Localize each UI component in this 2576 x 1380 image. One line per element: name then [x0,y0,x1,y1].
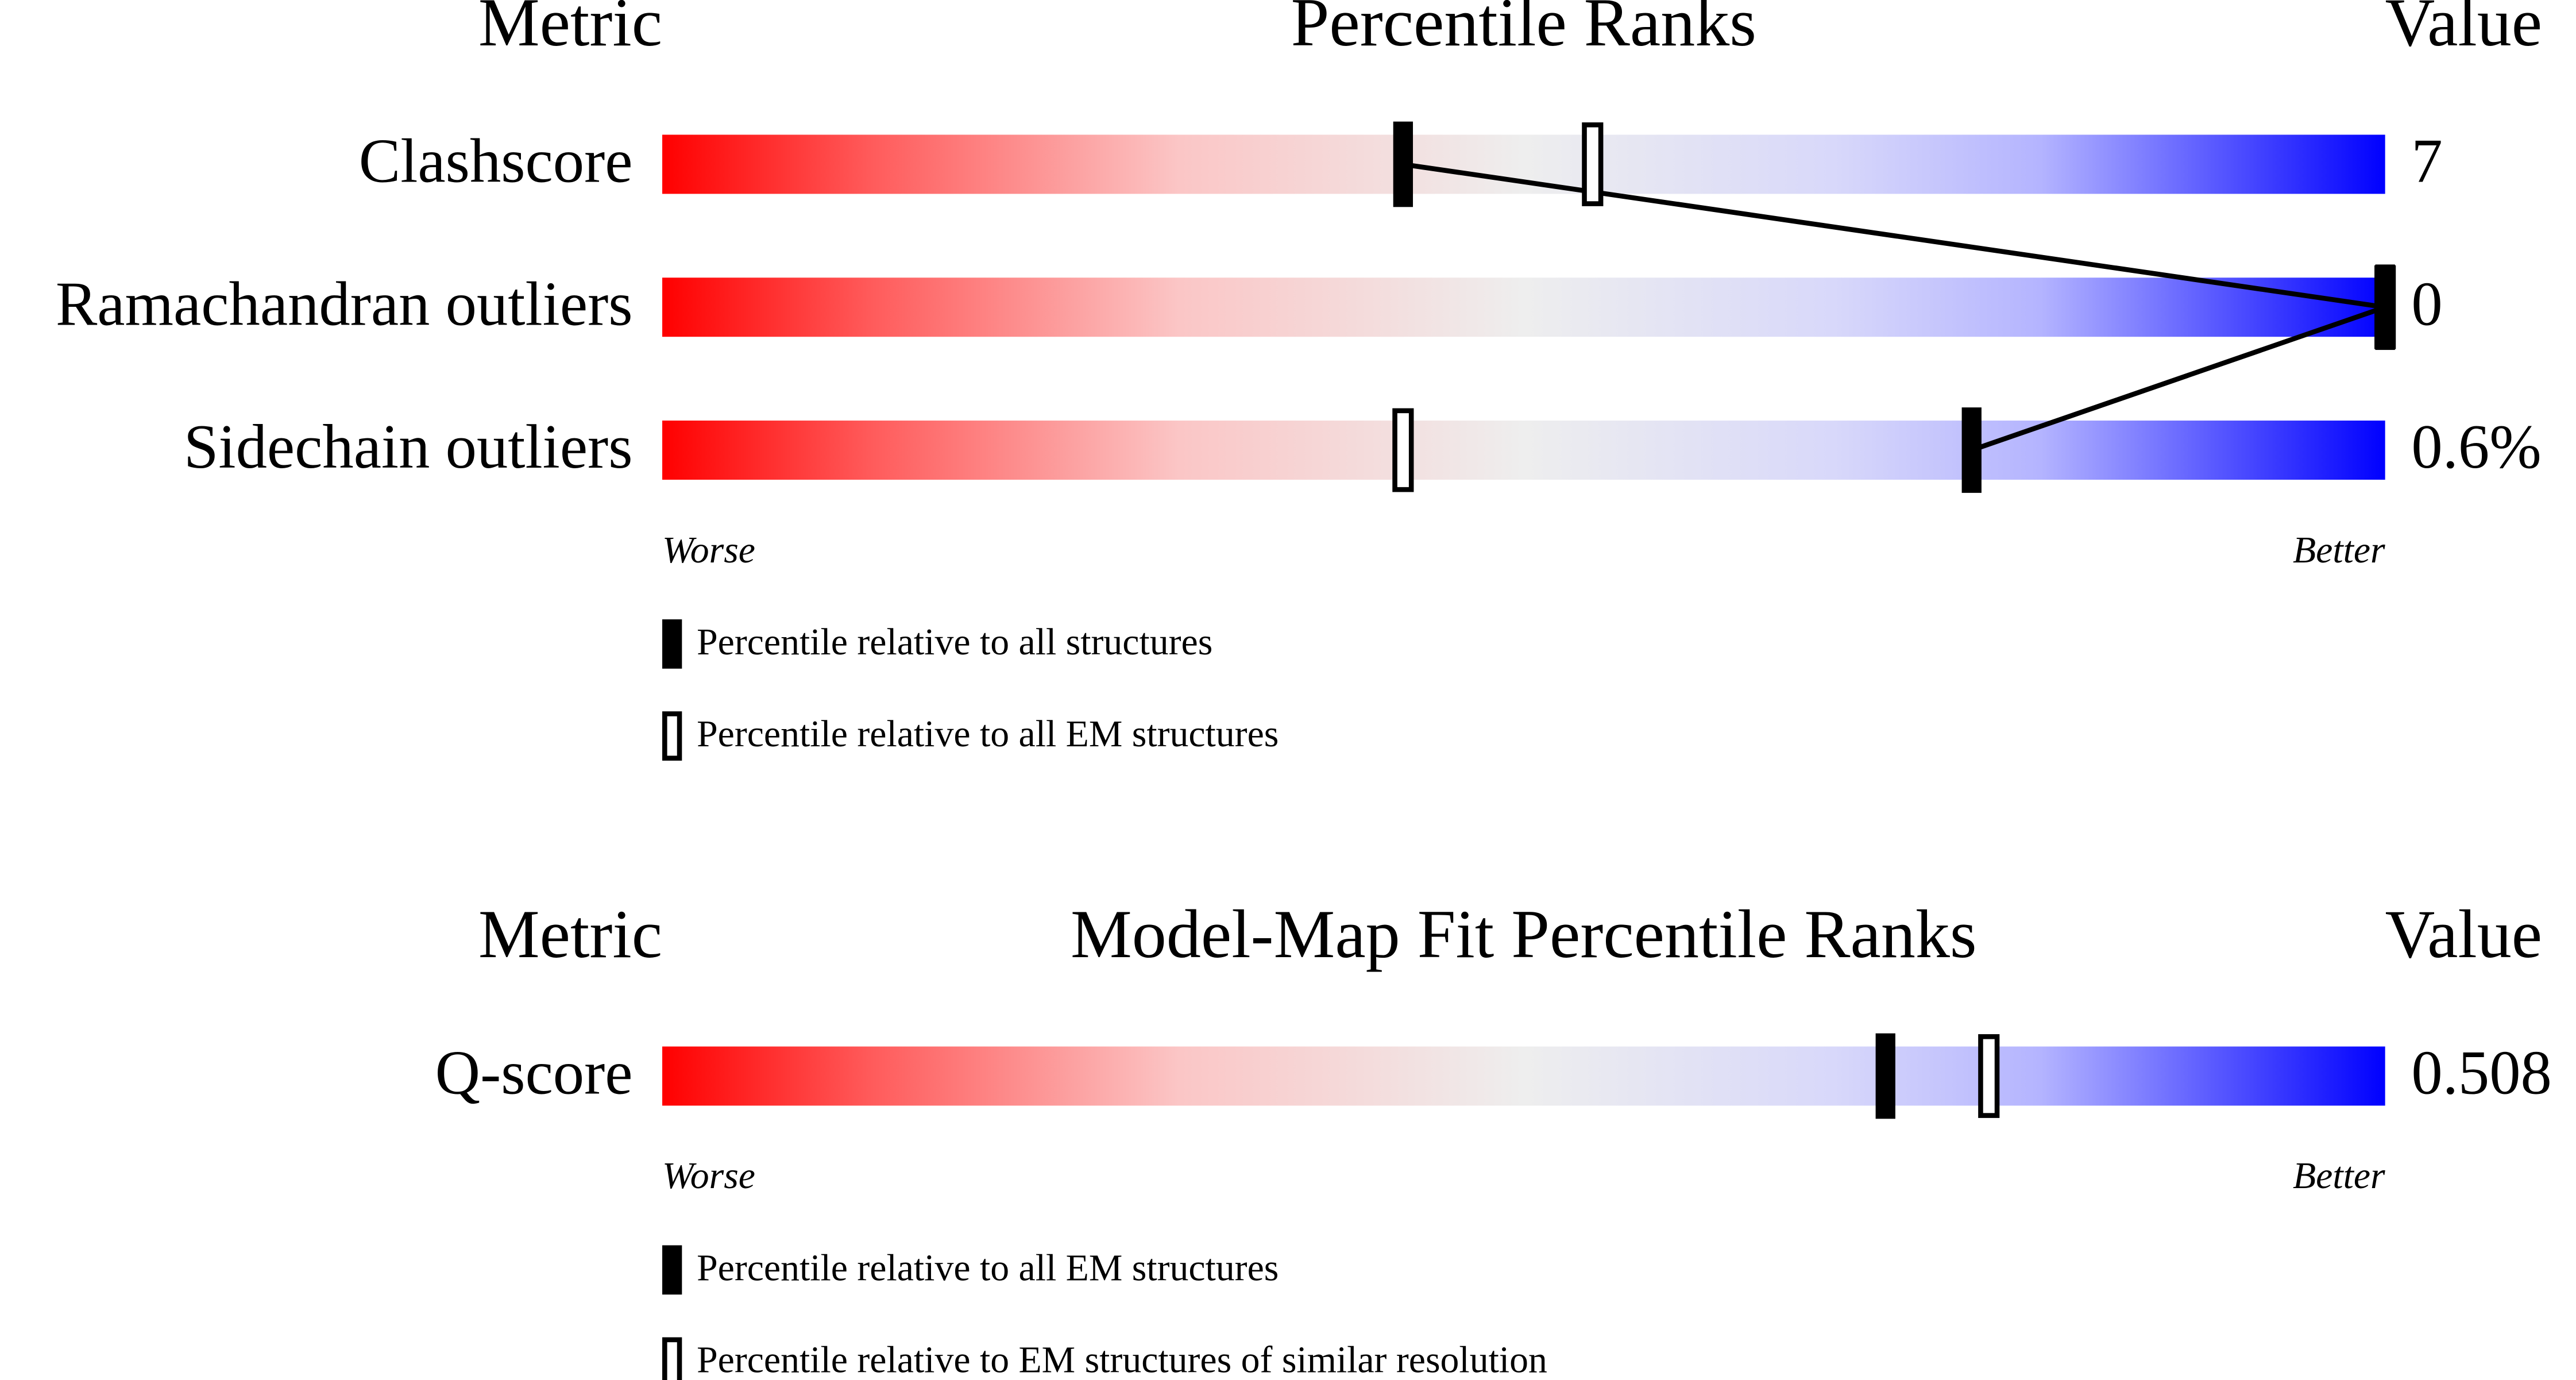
percentile-marker-filled [1875,1033,1895,1119]
percentile-bar [662,134,2385,194]
chart-title: Model-Map Fit Percentile Ranks [1071,896,1977,972]
metric-label: Ramachandran outliers [56,269,633,338]
legend-icon-open [662,711,682,761]
chart-title: Percentile Ranks [1291,0,1756,60]
percentile-marker-filled [1961,407,1982,493]
percentile-bar [662,421,2385,480]
value-header: Value [2385,896,2542,972]
percentile-marker-filled [2375,264,2395,350]
legend-icon-filled [662,619,682,669]
worse-label: Worse [662,529,755,571]
slider-panel: Metric Model-Map Fit Percentile Ranks Valu… [435,896,2552,1380]
metric-header: Metric [478,896,662,972]
percentile-marker-open [1392,408,1414,492]
metric-value: 0 [2411,269,2442,338]
better-label: Better [2293,1155,2385,1197]
legend-icon-open [662,1337,682,1380]
legend-label: Percentile relative to all EM structures [697,713,1279,755]
percentile-bar [662,1046,2385,1106]
percentile-marker-filled [1393,121,1413,207]
percentile-bar [662,277,2385,337]
legend-icon-filled [662,1245,682,1295]
metric-value: 0.6% [2411,412,2541,481]
slider-panel: Metric Percentile Ranks Value Clashscore 7 Ra… [56,0,2542,761]
percentile-marker-open [1978,1034,2000,1118]
percentile-marker-open [1582,122,1604,206]
metric-value: 0.508 [2411,1038,2551,1108]
legend-label: Percentile relative to all structures [697,621,1212,663]
metric-header: Metric [478,0,662,60]
value-header: Value [2385,0,2542,60]
legend-label: Percentile relative to all EM structures [697,1247,1279,1289]
metric-label: Q-score [435,1038,633,1108]
better-label: Better [2293,529,2385,571]
metric-value: 7 [2411,126,2442,196]
worse-label: Worse [662,1155,755,1197]
legend-label: Percentile relative to EM structures of … [697,1339,1547,1380]
metric-label: Clashscore [359,126,633,196]
metric-label: Sidechain outliers [184,412,633,481]
